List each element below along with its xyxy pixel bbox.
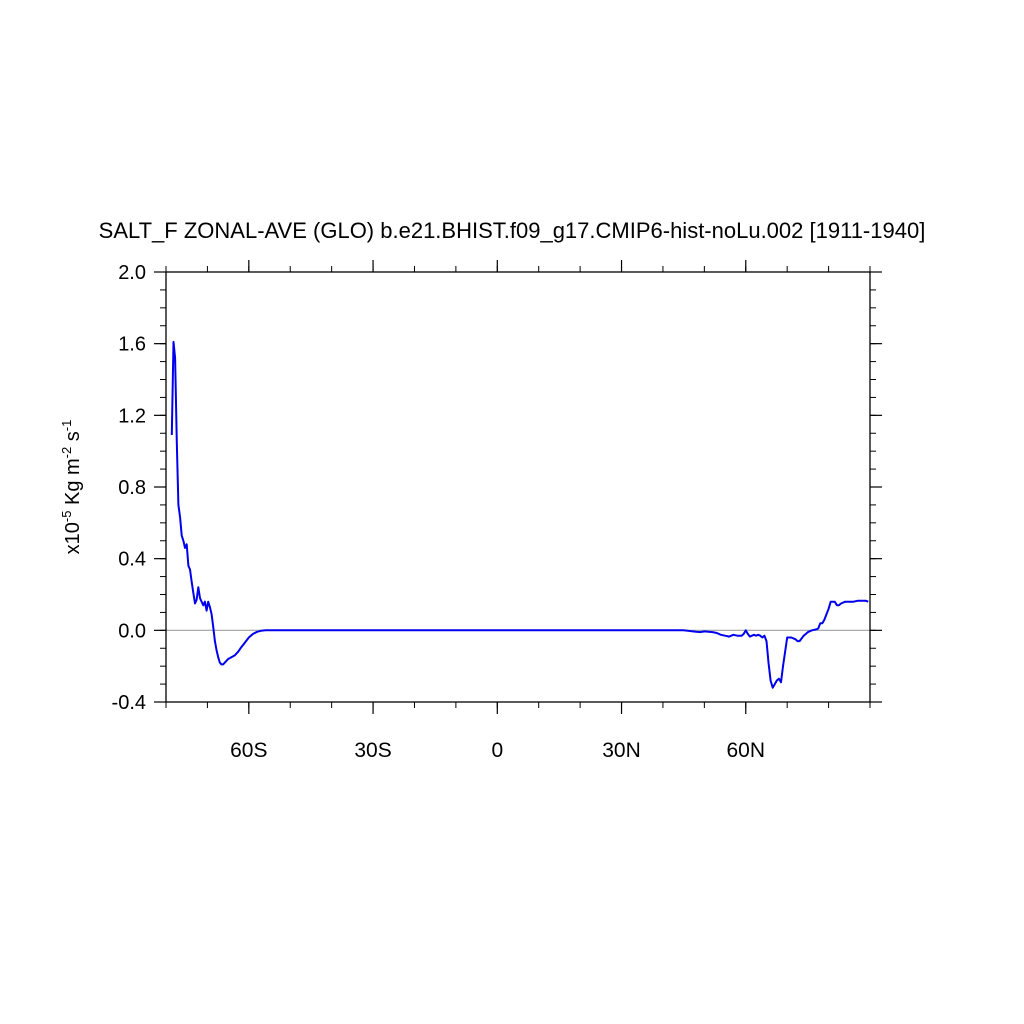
x-tick-label-2: 0 xyxy=(491,739,503,762)
svg-text:x10-5 Kg m-2 s-1: x10-5 Kg m-2 s-1 xyxy=(59,420,84,555)
chart-title: SALT_F ZONAL-AVE (GLO) b.e21.BHIST.f09_g… xyxy=(99,218,926,243)
y-label-unit-s: s xyxy=(62,431,84,447)
y-tick-label-1: 0.0 xyxy=(118,620,146,642)
x-tick-label-4: 60N xyxy=(726,739,765,762)
y-tick-label-4: 1.2 xyxy=(118,405,146,427)
x-tick-label-1: 30S xyxy=(354,739,391,762)
x-tick-label-3: 30N xyxy=(602,739,641,762)
y-tick-label-3: 0.8 xyxy=(118,477,146,499)
y-label-unit-kg: Kg m xyxy=(62,458,84,510)
y-label-prefix: x10 xyxy=(62,522,84,554)
y-axis-label: x10-5 Kg m-2 s-1 xyxy=(59,420,84,555)
y-label-exponent-2: -2 xyxy=(59,447,74,459)
series-line-0 xyxy=(170,340,869,689)
y-label-exponent-3: -1 xyxy=(59,420,74,432)
y-tick-label-2: 0.4 xyxy=(118,549,146,571)
y-label-exponent: -5 xyxy=(59,511,74,523)
y-tick-label-6: 2.0 xyxy=(118,262,146,284)
x-tick-label-0: 60S xyxy=(230,739,267,762)
y-tick-label-5: 1.6 xyxy=(118,334,146,356)
plot-frame xyxy=(165,271,871,703)
y-tick-label-0: -0.4 xyxy=(112,692,146,714)
plot-area: -0.4 0.0 0.4 0.8 1.2 1.6 2.0 60S 30S 0 30N 60N xyxy=(112,260,882,762)
